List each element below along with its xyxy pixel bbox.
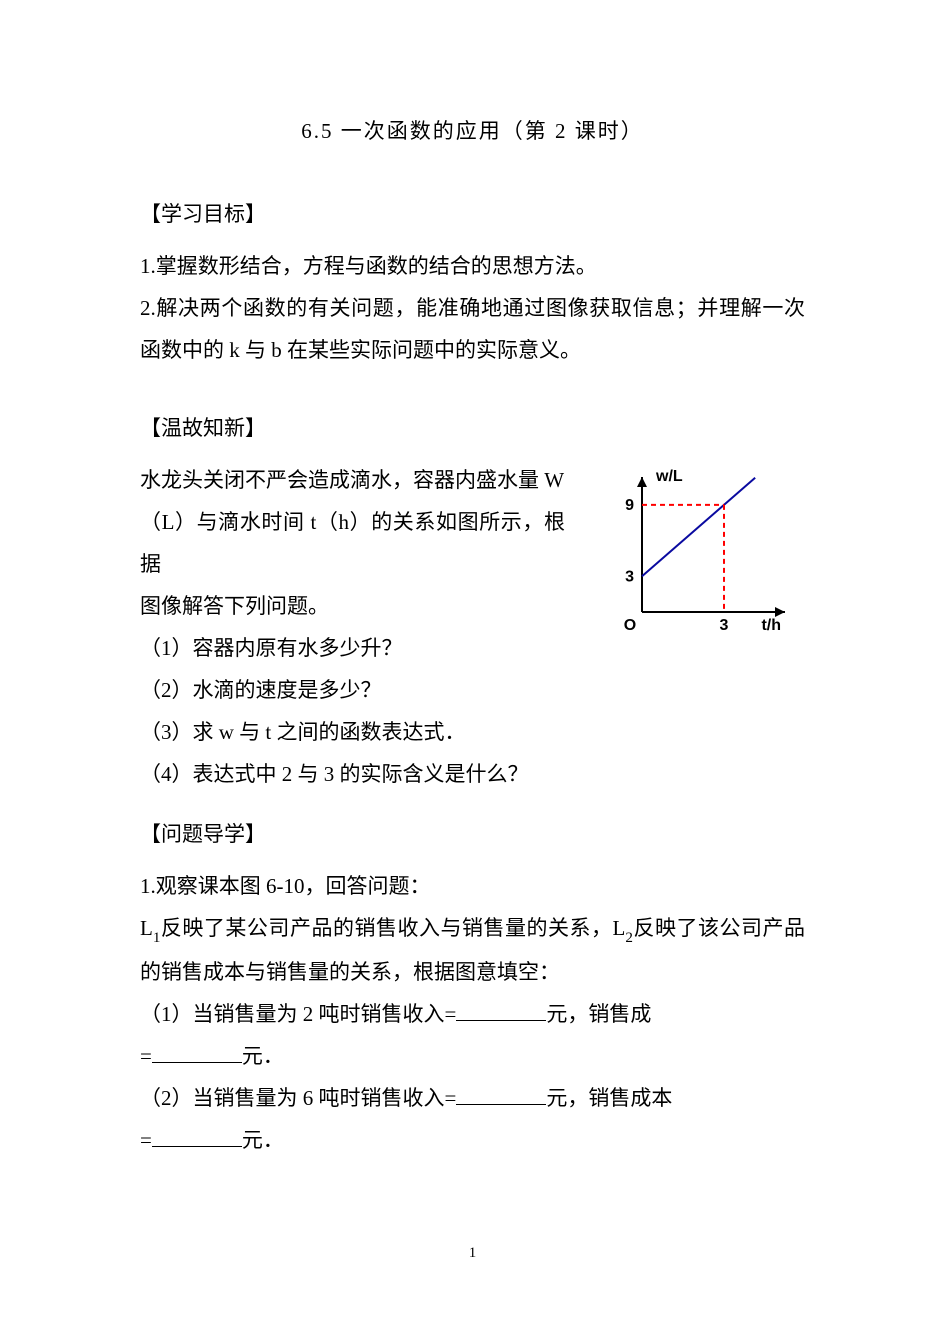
- svg-text:3: 3: [720, 617, 729, 634]
- guide-line-1: 1.观察课本图 6-10，回答问题：: [140, 865, 805, 907]
- review-q2: （2）水滴的速度是多少？: [140, 669, 805, 711]
- guide-heading: 【问题导学】: [140, 813, 805, 855]
- review-q4: （4）表达式中 2 与 3 的实际含义是什么？: [140, 753, 805, 795]
- document-page: 6.5 一次函数的应用（第 2 课时） 【学习目标】 1.掌握数形结合，方程与函…: [0, 0, 945, 1337]
- review-intro-line-3: 图像解答下列问题。: [140, 585, 565, 627]
- guide-l2-sub: 2: [625, 930, 633, 946]
- guide-line-2: L1反映了某公司产品的销售收入与销售量的关系，L2反映了该公司产品的销售成本与销…: [140, 907, 805, 993]
- blank-field[interactable]: [456, 1081, 546, 1105]
- guide-q2-d: 元．: [242, 1128, 284, 1152]
- guide-q2-cont: = 元．: [140, 1119, 805, 1161]
- page-number: 1: [0, 1245, 945, 1262]
- guide-q1: （1）当销售量为 2 吨时销售收入= 元，销售成: [140, 993, 805, 1035]
- chart-svg: 3 9 3 Ow/L t/h: [600, 459, 815, 644]
- svg-text:O: O: [624, 617, 636, 634]
- objective-item-2: 2.解决两个函数的有关问题，能准确地通过图像获取信息；并理解一次函数中的 k 与…: [140, 287, 805, 371]
- blank-field[interactable]: [456, 997, 546, 1021]
- guide-l1-sub: 1: [153, 930, 161, 946]
- review-heading: 【温故知新】: [140, 407, 805, 449]
- svg-text:9: 9: [625, 497, 634, 514]
- objectives-heading: 【学习目标】: [140, 193, 805, 235]
- review-q3: （3）求 w 与 t 之间的函数表达式．: [140, 711, 805, 753]
- blank-field[interactable]: [152, 1123, 242, 1147]
- review-block: 水龙头关闭不严会造成滴水，容器内盛水量 W （L）与滴水时间 t（h）的关系如图…: [140, 459, 805, 795]
- guide-q1-cont: = 元．: [140, 1035, 805, 1077]
- guide-q1-d: 元．: [242, 1044, 284, 1068]
- svg-text:3: 3: [625, 568, 634, 585]
- review-intro-line-2: （L）与滴水时间 t（h）的关系如图所示，根据: [140, 501, 565, 585]
- review-intro-line-1: 水龙头关闭不严会造成滴水，容器内盛水量 W: [140, 459, 565, 501]
- document-title: 6.5 一次函数的应用（第 2 课时）: [140, 115, 805, 145]
- guide-l1-prefix: L: [140, 916, 153, 940]
- svg-text:t/h: t/h: [761, 617, 781, 634]
- guide-q2-b: 元，销售成本: [546, 1086, 672, 1110]
- guide-q1-a: （1）当销售量为 2 吨时销售收入=: [140, 1002, 456, 1026]
- blank-field[interactable]: [152, 1039, 242, 1063]
- guide-l2-mid: 反映了某公司产品的销售收入与销售量的关系，L: [160, 916, 625, 940]
- guide-q2-a: （2）当销售量为 6 吨时销售收入=: [140, 1086, 456, 1110]
- guide-q2-c: =: [140, 1128, 152, 1152]
- objective-item-1: 1.掌握数形结合，方程与函数的结合的思想方法。: [140, 245, 805, 287]
- guide-q2: （2）当销售量为 6 吨时销售收入= 元，销售成本: [140, 1077, 805, 1119]
- svg-text:w/L: w/L: [655, 468, 683, 485]
- guide-q1-b: 元，销售成: [546, 1002, 651, 1026]
- line-chart: 3 9 3 Ow/L t/h: [600, 459, 815, 649]
- guide-q1-c: =: [140, 1044, 152, 1068]
